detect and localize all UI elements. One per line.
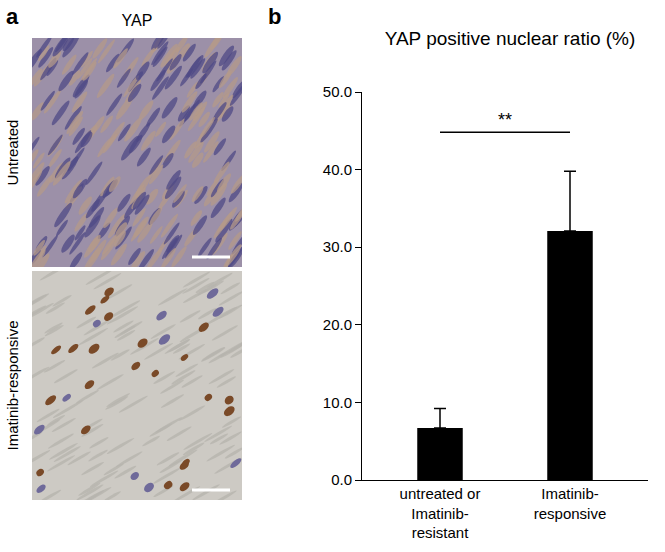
svg-text:YAP positive nuclear ratio (%): YAP positive nuclear ratio (%) bbox=[385, 28, 636, 49]
svg-text:30.0: 30.0 bbox=[323, 238, 352, 255]
svg-text:untreated orImatinib-resistant: untreated orImatinib-resistant bbox=[400, 485, 481, 541]
svg-text:Imatinib-responsive: Imatinib-responsive bbox=[4, 320, 21, 450]
svg-text:40.0: 40.0 bbox=[323, 161, 352, 178]
svg-text:10.0: 10.0 bbox=[323, 394, 352, 411]
html-text:a: a bbox=[6, 4, 19, 29]
svg-text:20.0: 20.0 bbox=[323, 316, 352, 333]
html-text:b: b bbox=[268, 4, 282, 29]
svg-text:**: ** bbox=[498, 110, 512, 130]
svg-text:Untreated: Untreated bbox=[4, 120, 21, 186]
svg-text:50.0: 50.0 bbox=[323, 83, 352, 100]
svg-text:0.0: 0.0 bbox=[331, 471, 352, 488]
svg-text:YAP: YAP bbox=[122, 12, 153, 29]
svg-text:Imatinib-responsive: Imatinib-responsive bbox=[534, 485, 607, 522]
